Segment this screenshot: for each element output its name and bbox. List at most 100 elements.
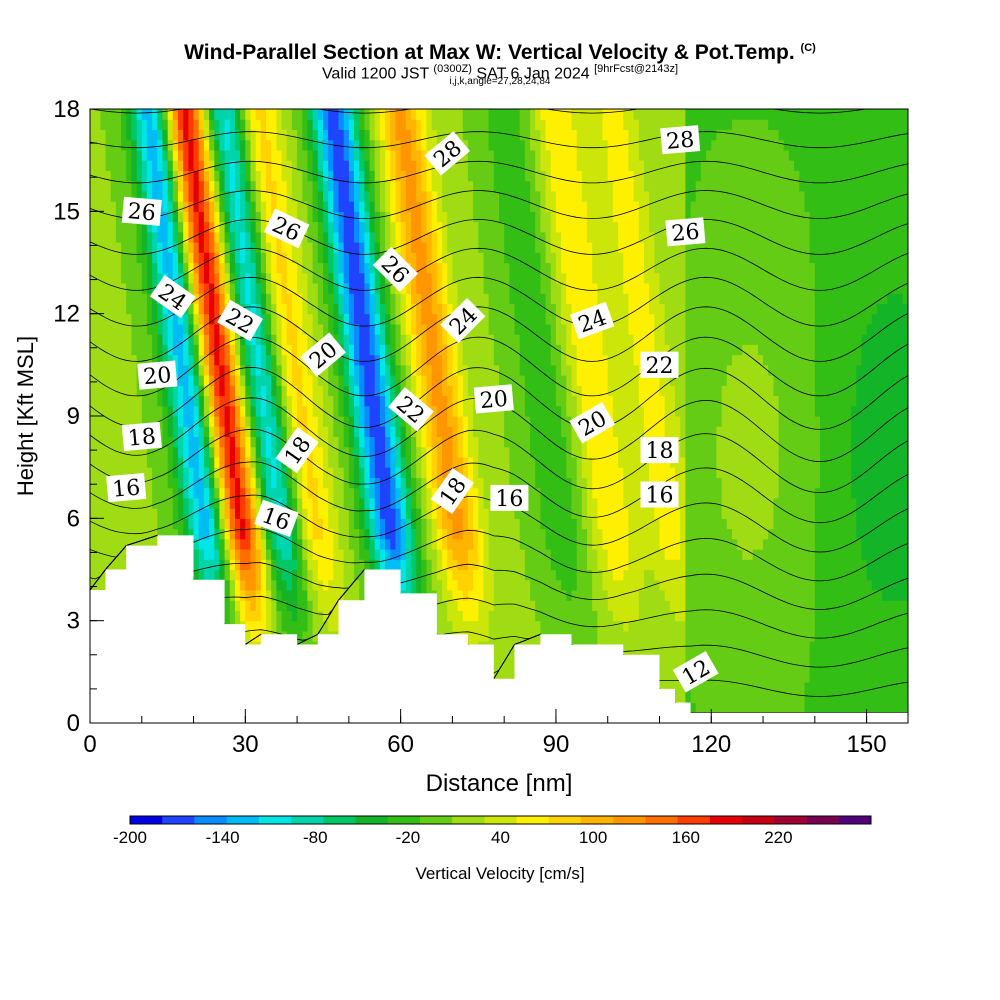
w-cell: [374, 211, 381, 223]
w-cell: [395, 334, 402, 345]
w-cell: [121, 497, 127, 509]
w-cell: [416, 170, 422, 182]
w-cell: [323, 497, 329, 509]
w-cell: [467, 231, 474, 243]
w-cell: [307, 119, 314, 130]
w-cell: [436, 549, 443, 560]
w-cell: [369, 129, 376, 141]
w-cell: [245, 416, 252, 427]
w-cell: [100, 426, 107, 437]
w-cell: [514, 456, 521, 468]
w-cell: [219, 467, 226, 478]
w-cell: [473, 497, 479, 509]
w-cell: [416, 109, 422, 120]
w-cell: [183, 180, 189, 192]
w-cell: [276, 579, 283, 591]
w-cell: [178, 364, 184, 376]
w-cell: [374, 497, 381, 509]
w-cell: [157, 456, 164, 468]
w-cell: [514, 569, 521, 581]
w-cell: [359, 160, 365, 171]
w-cell: [493, 139, 500, 151]
w-cell: [312, 323, 319, 335]
w-cell: [374, 395, 381, 407]
w-cell: [219, 487, 226, 499]
w-cell: [240, 170, 246, 182]
w-cell: [172, 272, 179, 284]
w-cell: [240, 590, 246, 601]
w-cell: [514, 323, 521, 335]
w-cell: [436, 293, 443, 304]
w-cell: [203, 508, 210, 519]
w-cell: [203, 180, 210, 192]
w-cell: [105, 190, 112, 202]
w-cell: [95, 119, 101, 130]
w-cell: [90, 467, 96, 478]
w-cell: [90, 231, 96, 243]
w-cell: [281, 139, 288, 151]
w-cell: [473, 344, 479, 356]
w-cell: [333, 211, 340, 223]
w-cell: [302, 549, 309, 560]
w-cell: [400, 252, 407, 264]
w-cell: [312, 416, 319, 427]
w-cell: [390, 344, 397, 356]
w-cell: [240, 426, 246, 437]
w-cell: [214, 231, 221, 243]
w-cell: [260, 426, 267, 437]
w-cell: [235, 119, 241, 130]
w-cell: [499, 149, 505, 161]
w-cell: [385, 283, 391, 294]
w-cell: [250, 242, 257, 253]
w-cell: [286, 416, 293, 427]
w-cell: [504, 109, 510, 120]
w-cell: [354, 313, 360, 325]
w-cell: [374, 405, 381, 417]
w-cell: [307, 405, 314, 417]
w-cell: [209, 334, 215, 345]
w-cell: [431, 405, 438, 417]
w-cell: [178, 436, 184, 448]
w-cell: [115, 508, 122, 519]
w-cell: [390, 303, 397, 315]
w-cell: [178, 456, 184, 468]
w-cell: [328, 467, 334, 478]
w-cell: [426, 231, 433, 243]
w-cell: [317, 293, 324, 304]
w-cell: [250, 160, 257, 171]
w-cell: [416, 508, 422, 519]
w-cell: [411, 385, 417, 397]
w-cell: [291, 364, 298, 376]
w-cell: [483, 569, 490, 581]
w-cell: [250, 477, 257, 489]
w-cell: [379, 303, 386, 315]
w-cell: [266, 416, 272, 427]
w-cell: [260, 385, 267, 397]
w-cell: [209, 170, 215, 182]
w-cell: [488, 344, 495, 356]
w-cell: [504, 528, 510, 540]
plot-area: [90, 109, 908, 723]
w-cell: [250, 375, 257, 386]
w-cell: [188, 416, 195, 427]
w-cell: [276, 313, 283, 325]
w-cell: [167, 160, 174, 171]
w-cell: [193, 149, 200, 161]
w-cell: [172, 180, 179, 192]
w-cell: [467, 497, 474, 509]
w-cell: [229, 272, 236, 284]
w-cell: [90, 160, 96, 171]
w-cell: [286, 610, 293, 622]
w-cell: [473, 579, 479, 591]
w-cell: [504, 129, 510, 141]
w-cell: [385, 354, 391, 366]
w-cell: [105, 385, 112, 397]
w-cell: [235, 231, 241, 243]
w-cell: [90, 334, 96, 345]
w-cell: [416, 180, 422, 192]
w-cell: [478, 283, 485, 294]
w-cell: [493, 446, 500, 458]
w-cell: [478, 559, 485, 571]
w-cell: [447, 221, 453, 233]
w-cell: [167, 231, 174, 243]
